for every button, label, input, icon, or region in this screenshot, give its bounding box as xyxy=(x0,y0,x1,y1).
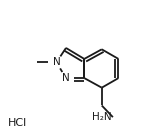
Text: HCl: HCl xyxy=(8,118,27,128)
Text: N: N xyxy=(62,73,70,83)
Text: H₂N: H₂N xyxy=(92,112,111,122)
Text: N: N xyxy=(53,57,60,67)
